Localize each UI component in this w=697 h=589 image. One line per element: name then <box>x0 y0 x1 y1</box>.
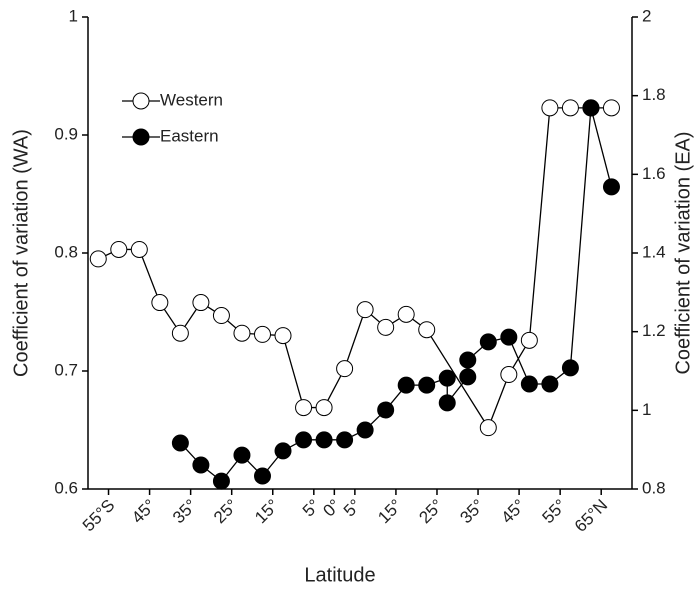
point <box>151 294 169 312</box>
point <box>438 394 456 412</box>
x-tick-label: 25° <box>210 496 242 528</box>
x-tick-label: 35° <box>169 496 201 528</box>
point <box>438 369 456 387</box>
y2-tick-label: 1.4 <box>642 242 666 261</box>
y2-tick-label: 0.8 <box>642 478 666 497</box>
x-tick-label: 35° <box>456 496 488 528</box>
point <box>253 467 271 485</box>
y2-tick-label: 2 <box>642 6 651 25</box>
point <box>397 305 415 323</box>
point <box>602 99 620 117</box>
point <box>295 431 313 449</box>
legend-label: Eastern <box>160 126 219 145</box>
point <box>377 401 395 419</box>
y-tick-label: 0.7 <box>54 360 78 379</box>
point <box>459 351 477 369</box>
point <box>336 360 354 378</box>
x-tick-label: 5° <box>340 496 365 521</box>
y2-axis-title: Coefficient of variation (EA) <box>672 131 694 374</box>
x-tick-label: 45° <box>497 496 529 528</box>
y-tick-label: 0.6 <box>54 478 78 497</box>
point <box>336 431 354 449</box>
point <box>459 368 477 386</box>
point <box>582 99 600 117</box>
point <box>315 399 333 417</box>
point <box>356 301 374 319</box>
y2-tick-label: 1.8 <box>642 85 666 104</box>
point <box>356 421 374 439</box>
point <box>295 399 313 417</box>
point <box>253 325 271 343</box>
y2-tick-label: 1.2 <box>642 321 666 340</box>
legend-label: Western <box>160 90 223 109</box>
y-tick-label: 0.9 <box>54 124 78 143</box>
legend-marker <box>132 92 150 110</box>
legend-marker <box>132 128 150 146</box>
point <box>397 376 415 394</box>
point <box>520 375 538 393</box>
y-tick-label: 1 <box>69 6 78 25</box>
x-tick-label: 65°N <box>571 496 611 536</box>
point <box>377 318 395 336</box>
y2-tick-label: 1.6 <box>642 164 666 183</box>
point <box>233 446 251 464</box>
point <box>500 366 518 384</box>
point <box>541 375 559 393</box>
point <box>500 328 518 346</box>
point <box>418 321 436 339</box>
x-tick-label: 15° <box>374 496 406 528</box>
point <box>171 324 189 342</box>
point <box>89 250 107 268</box>
point <box>479 333 497 351</box>
point <box>479 419 497 437</box>
point <box>110 240 128 258</box>
point <box>192 456 210 474</box>
point <box>315 431 333 449</box>
point <box>212 472 230 490</box>
y-axis-title: Coefficient of variation (WA) <box>10 129 32 377</box>
point <box>561 99 579 117</box>
point <box>541 99 559 117</box>
x-tick-label: 45° <box>128 496 160 528</box>
x-tick-label: 25° <box>415 496 447 528</box>
point <box>192 294 210 312</box>
point <box>602 178 620 196</box>
series-line <box>179 107 613 483</box>
point <box>212 307 230 325</box>
y-tick-label: 0.8 <box>54 242 78 261</box>
point <box>418 376 436 394</box>
point <box>274 442 292 460</box>
point <box>130 240 148 258</box>
point <box>520 331 538 349</box>
point <box>233 324 251 342</box>
x-tick-label: 55°S <box>79 496 119 536</box>
point <box>274 327 292 345</box>
point <box>561 359 579 377</box>
x-axis-title: Latitude <box>304 564 375 586</box>
x-tick-label: 15° <box>251 496 283 528</box>
x-tick-label: 55° <box>539 496 571 528</box>
y2-tick-label: 1 <box>642 400 651 419</box>
point <box>171 434 189 452</box>
